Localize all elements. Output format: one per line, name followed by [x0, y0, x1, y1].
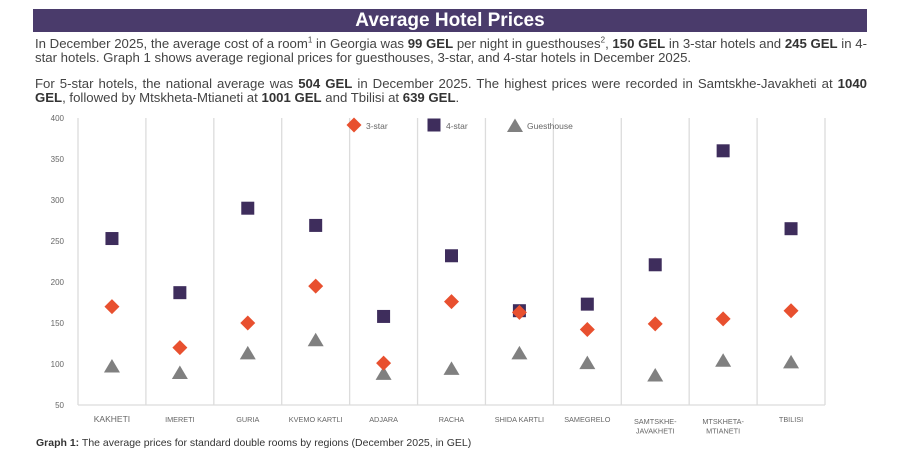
data-point-guesthouse: [375, 366, 392, 380]
price-chart: 50 100 150 200 250 300 350 400 KAKHETI IMERETI GUR…: [51, 114, 826, 436]
category-label: KAKHETI: [94, 414, 130, 424]
five-star-paragraph: For 5-star hotels, the national average …: [35, 76, 867, 105]
data-point-guesthouse: [579, 355, 596, 370]
data-point-guesthouse: [171, 365, 188, 380]
y-tick-label: 400: [51, 114, 65, 123]
data-point-guesthouse: [443, 361, 460, 375]
y-tick-label: 350: [51, 155, 65, 164]
category-label: MTSKHETA-MTIANETI: [702, 417, 744, 436]
data-point-guesthouse: [715, 353, 732, 367]
data-point-guesthouse: [307, 332, 324, 347]
data-point-4-star: [241, 201, 255, 215]
category-label: GURIA: [236, 415, 259, 424]
category-label: RACHA: [439, 415, 465, 424]
legend-marker-4-star: [427, 118, 441, 132]
y-tick-label: 50: [55, 401, 64, 410]
data-point-4-star: [648, 258, 662, 272]
legend-label: Guesthouse: [527, 121, 573, 131]
legend-marker-guesthouse: [507, 118, 523, 132]
category-label: KVEMO KARTLI: [289, 415, 343, 424]
data-point-3-star: [444, 294, 459, 310]
y-tick-label: 250: [51, 237, 65, 246]
category-label: ADJARA: [369, 415, 398, 424]
category-label: IMERETI: [165, 415, 195, 424]
data-point-3-star: [104, 299, 120, 315]
data-point-3-star: [579, 322, 595, 338]
category-label: SAMEGRELO: [564, 415, 611, 424]
graph-caption: Graph 1: The average prices for standard…: [36, 437, 472, 449]
data-point-3-star: [308, 278, 324, 294]
data-point-4-star: [377, 309, 391, 323]
category-label: SAMTSKHE-JAVAKHETI: [634, 417, 677, 436]
data-point-guesthouse: [103, 358, 120, 373]
y-tick-label: 200: [51, 278, 65, 287]
data-point-guesthouse: [647, 367, 664, 382]
data-point-4-star: [105, 232, 119, 246]
data-point-4-star: [309, 218, 323, 232]
data-point-3-star: [511, 304, 527, 320]
legend-marker-3-star: [346, 117, 362, 133]
data-point-4-star: [716, 144, 730, 158]
data-point-3-star: [376, 355, 392, 371]
data-point-guesthouse: [783, 354, 800, 369]
data-point-3-star: [715, 311, 731, 327]
legend-label: 3-star: [366, 121, 388, 131]
data-point-3-star: [240, 315, 256, 331]
category-label: SHIDA KARTLI: [495, 415, 544, 424]
legend-label: 4-star: [446, 121, 468, 131]
data-point-4-star: [580, 297, 594, 311]
intro-paragraph: In December 2025, the average cost of a …: [35, 35, 867, 65]
page-title: Average Hotel Prices: [33, 9, 867, 32]
y-tick-label: 100: [51, 360, 65, 369]
data-point-guesthouse: [239, 345, 256, 360]
data-point-3-star: [647, 316, 663, 332]
data-point-4-star: [784, 222, 798, 236]
y-tick-label: 150: [51, 319, 65, 328]
data-point-guesthouse: [511, 345, 528, 360]
y-tick-label: 300: [51, 196, 65, 205]
data-point-4-star: [445, 249, 458, 263]
data-point-3-star: [172, 340, 188, 356]
data-point-4-star: [173, 286, 187, 300]
data-point-3-star: [783, 303, 799, 319]
category-label: TBILISI: [779, 415, 803, 424]
